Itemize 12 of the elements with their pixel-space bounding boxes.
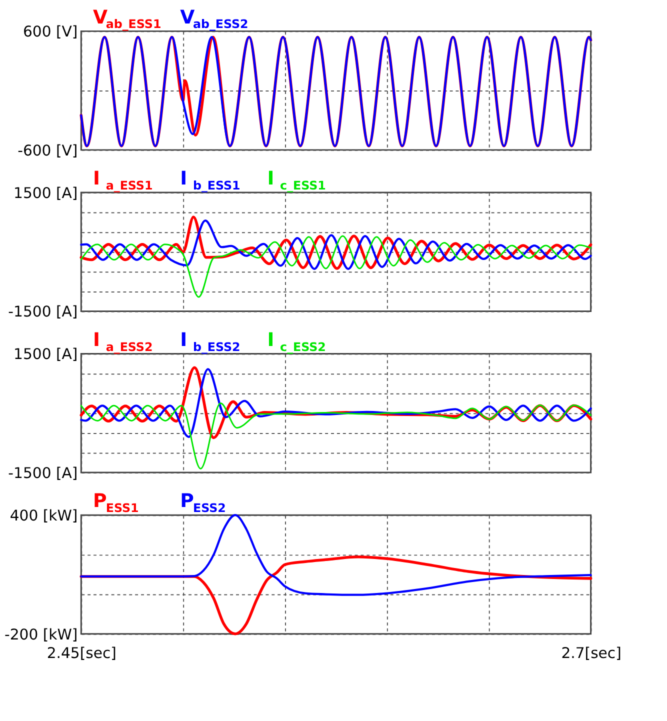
- y-tick-label: 1500 [A]: [14, 346, 78, 364]
- y-tick-label: -600 [V]: [18, 142, 78, 160]
- y-tick-label: 1500 [A]: [14, 184, 78, 202]
- line-series: [80, 235, 592, 298]
- x-tick-label: 2.7[sec]: [561, 645, 622, 662]
- y-tick-label: -1500 [A]: [8, 304, 78, 321]
- y-tick-label: -1500 [A]: [8, 464, 78, 482]
- line-series: [80, 402, 592, 470]
- x-tick-label: 2.45[sec]: [46, 645, 116, 662]
- y-tick-label: -200 [kW]: [4, 626, 78, 644]
- y-tick-label: 600 [V]: [22, 24, 78, 41]
- y-tick-label: 400 [kW]: [10, 508, 78, 525]
